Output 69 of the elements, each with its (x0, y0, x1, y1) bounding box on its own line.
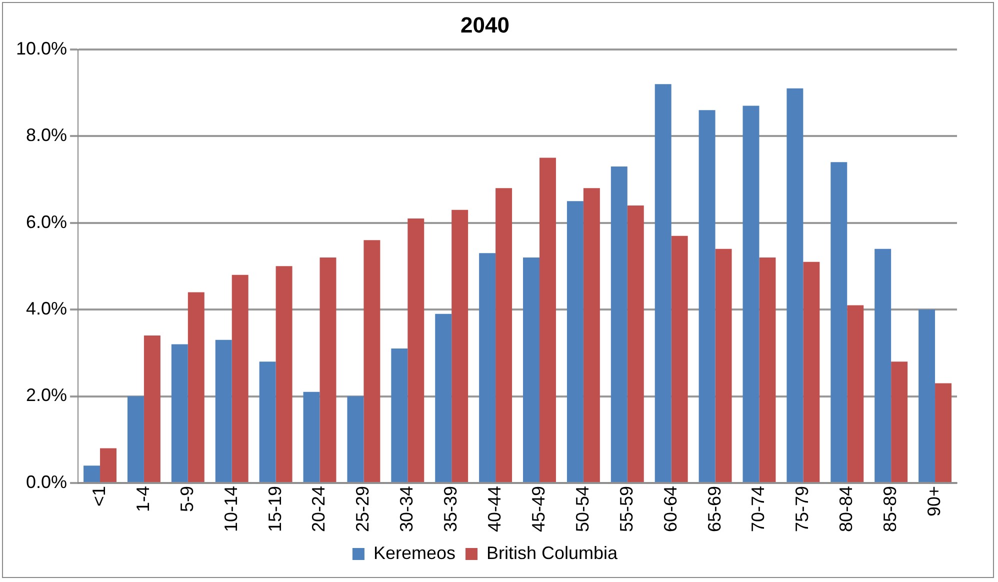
bar (847, 305, 864, 482)
legend-label: British Columbia (486, 542, 619, 563)
bar (918, 310, 936, 482)
bar (320, 258, 336, 482)
bar (759, 258, 776, 482)
y-tick-label: 0.0% (26, 472, 68, 492)
bar (232, 274, 248, 482)
x-tick-label: 35-39 (440, 486, 461, 532)
y-tick-label: 4.0% (26, 298, 68, 319)
bar (698, 110, 716, 482)
bar (435, 314, 452, 482)
bar (715, 248, 732, 482)
bar (452, 210, 468, 482)
chart-title: 2040 (460, 12, 510, 38)
bar (364, 240, 380, 482)
bar (742, 106, 760, 482)
bar (935, 383, 952, 482)
x-tick-label: 70-74 (748, 486, 768, 532)
x-tick-label: 5-9 (176, 486, 197, 512)
bar (583, 188, 600, 482)
bar (786, 88, 804, 482)
bar (671, 236, 688, 482)
x-tick-label: 60-64 (660, 486, 680, 532)
bar (891, 362, 908, 482)
x-tick-label: 55-59 (616, 486, 636, 532)
x-tick-label: 75-79 (792, 486, 812, 532)
bar (127, 396, 144, 482)
bar (408, 218, 424, 482)
x-tick-label: 80-84 (836, 486, 856, 532)
bar (610, 166, 628, 482)
x-tick-label: 30-34 (396, 486, 417, 532)
x-tick-label: 50-54 (572, 486, 592, 532)
bar (803, 262, 820, 482)
bar (479, 253, 496, 482)
x-tick-label: 15-19 (264, 486, 285, 532)
bar (391, 348, 408, 482)
x-tick-label: 90+ (924, 486, 944, 517)
x-tick-label: 85-89 (880, 486, 900, 532)
y-tick-label: 6.0% (26, 212, 68, 232)
x-tick-label: 1-4 (132, 486, 153, 512)
bar (874, 248, 892, 482)
y-tick-label: 2.0% (26, 385, 68, 406)
bar (276, 266, 292, 482)
bar (523, 258, 540, 482)
x-tick-label: <1 (88, 486, 109, 506)
legend-label: Keremeos (373, 542, 456, 563)
bar (171, 344, 188, 482)
bar (144, 336, 160, 482)
bar (830, 162, 848, 482)
x-tick-label: 25-29 (352, 486, 373, 532)
x-tick-label: 10-14 (220, 486, 241, 532)
bar (347, 396, 364, 482)
bar (215, 340, 232, 482)
x-tick-label: 20-24 (308, 486, 329, 532)
bar (496, 188, 512, 482)
bar (566, 201, 584, 482)
bar (539, 158, 556, 482)
y-tick-label: 8.0% (26, 125, 68, 146)
x-tick-label: 65-69 (704, 486, 724, 532)
bar (259, 362, 276, 482)
bar (627, 205, 644, 482)
bar (100, 448, 116, 482)
y-tick-label: 10.0% (16, 38, 68, 58)
bar (303, 392, 320, 482)
bar (188, 292, 204, 482)
bar (654, 84, 672, 482)
x-tick-label: 40-44 (484, 486, 505, 532)
x-tick-label: 45-49 (528, 486, 548, 532)
bar (84, 466, 100, 482)
